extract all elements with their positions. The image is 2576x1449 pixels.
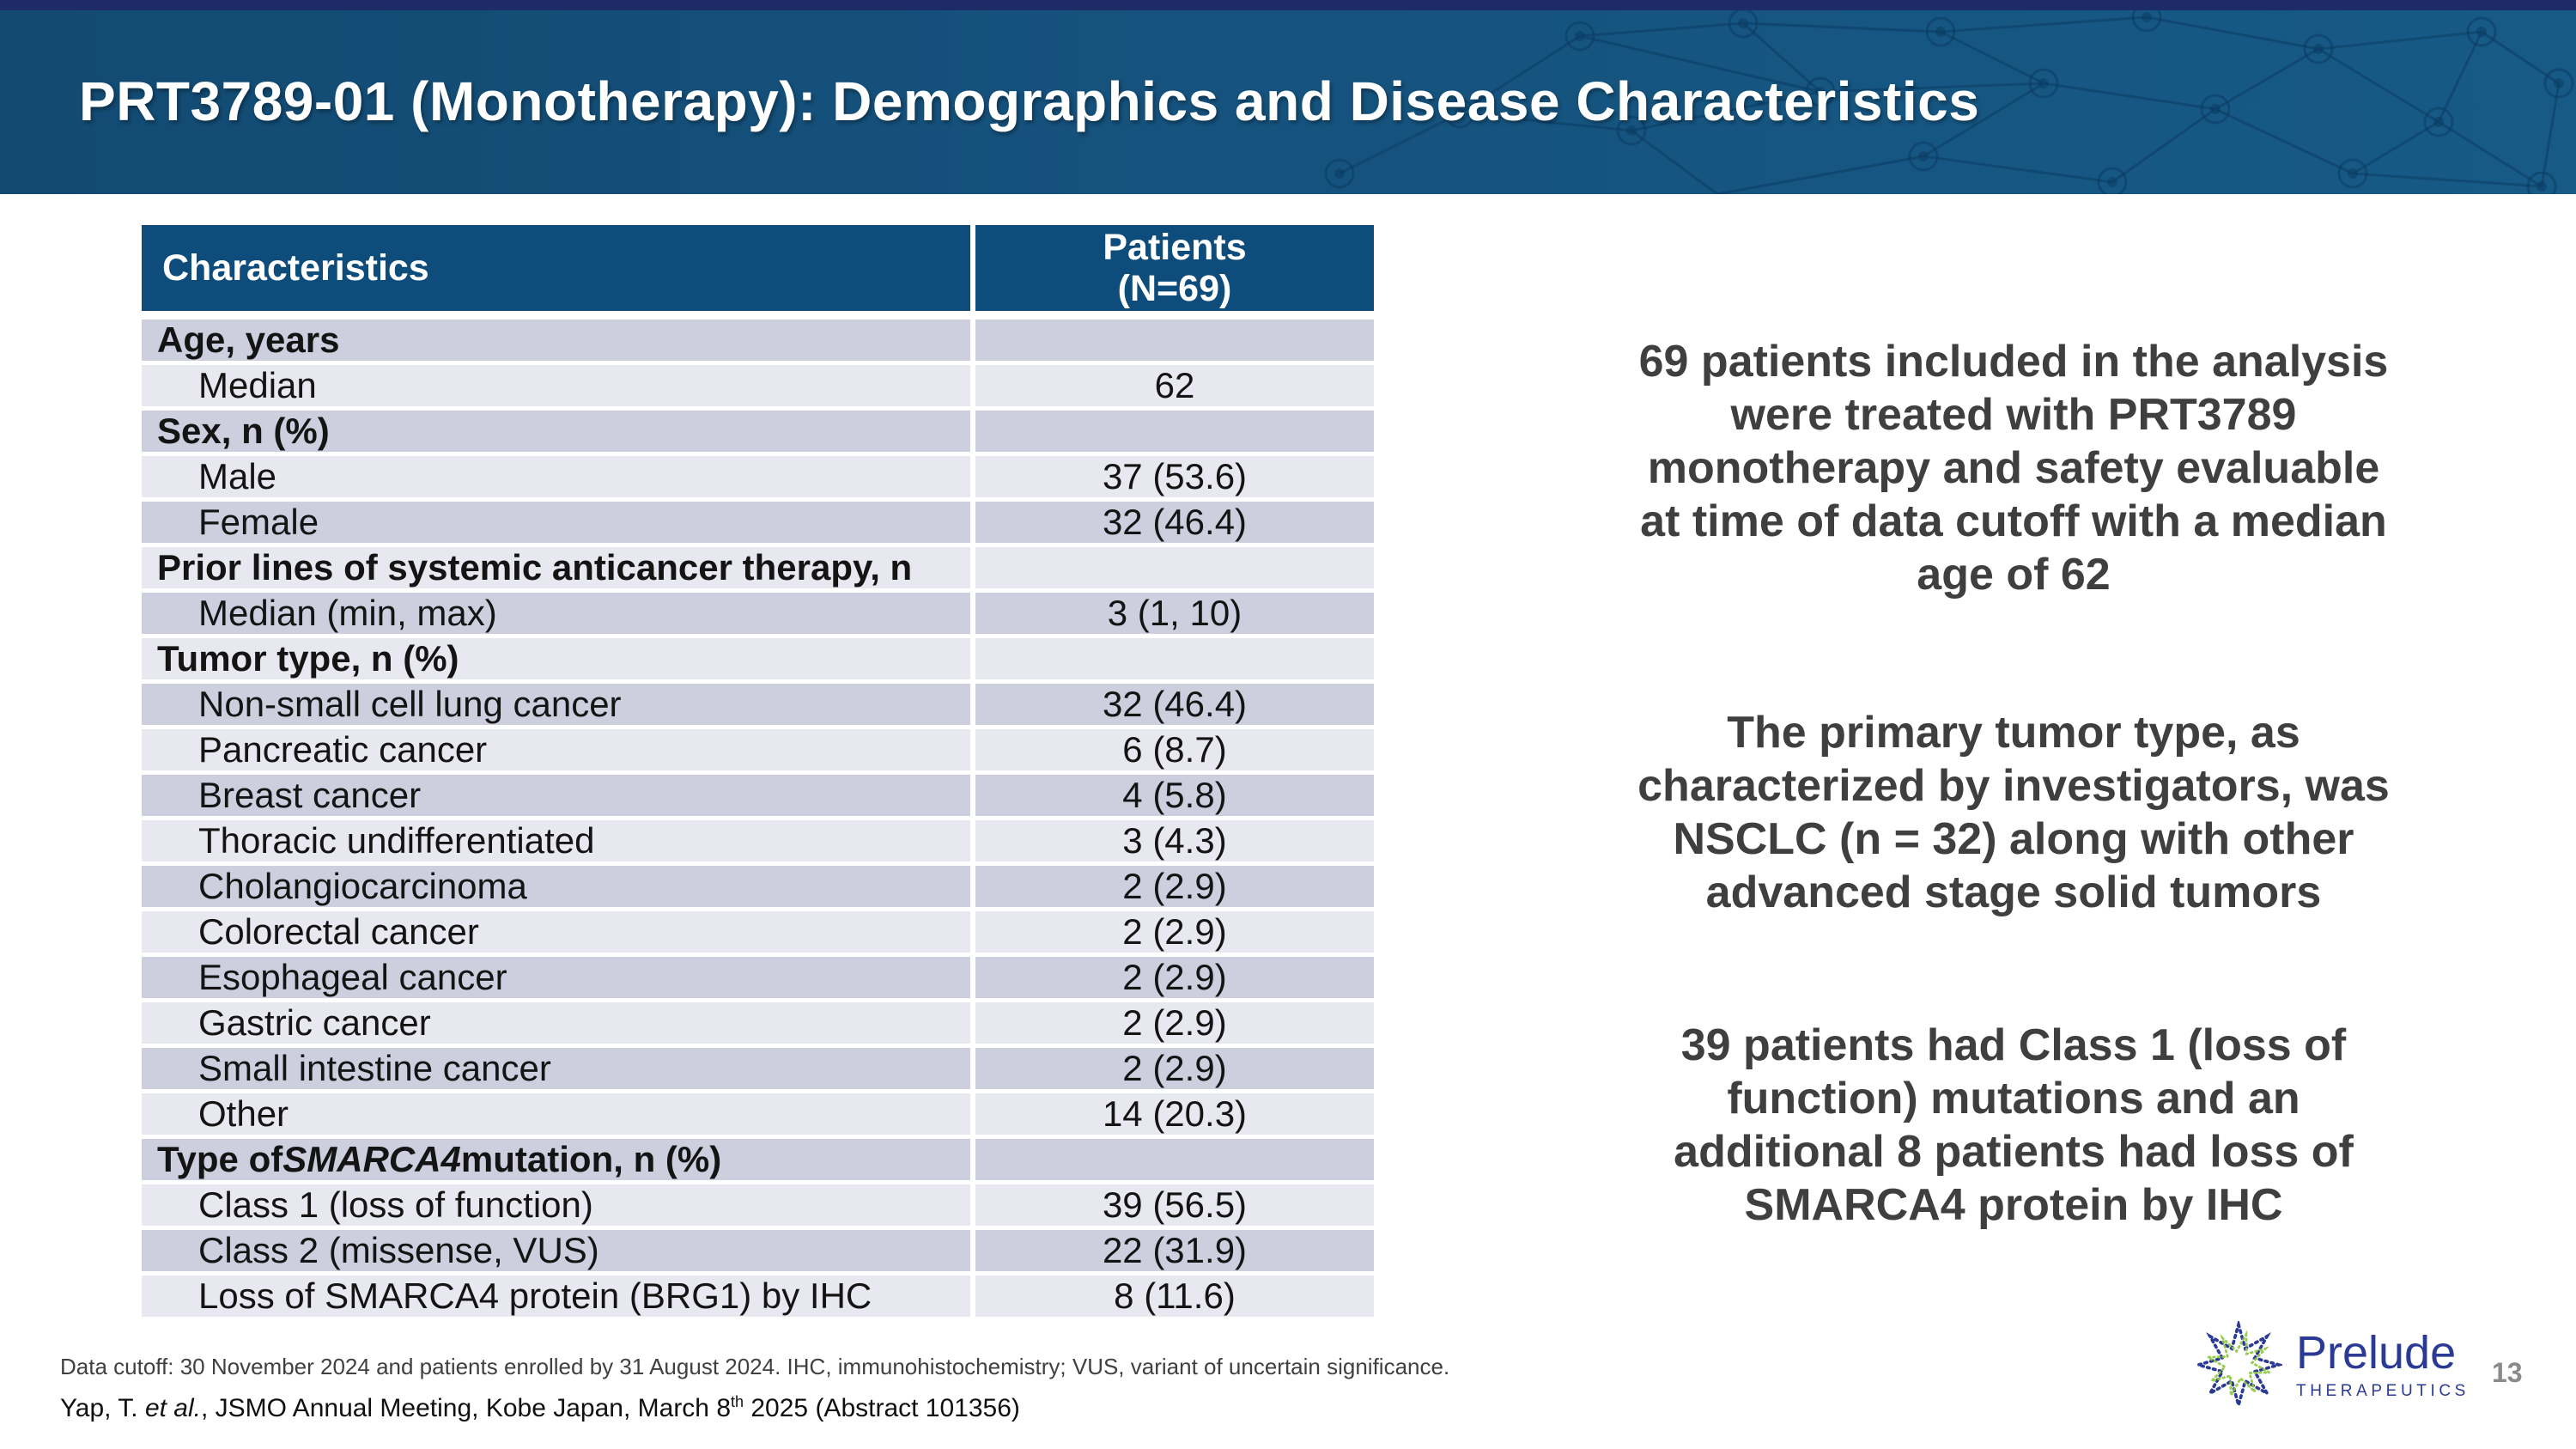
table-row: Median 62 xyxy=(142,365,1374,406)
row-label: Cholangiocarcinoma xyxy=(142,866,970,907)
row-value: 8 (11.6) xyxy=(975,1275,1374,1317)
citation-suffix: 2025 (Abstract 101356) xyxy=(744,1394,1020,1422)
row-value xyxy=(975,638,1374,679)
row-value: 2 (2.9) xyxy=(975,866,1374,907)
row-label: Breast cancer xyxy=(142,775,970,816)
row-label: Other xyxy=(142,1093,970,1135)
table-row: Tumor type, n (%) xyxy=(142,638,1374,679)
row-label: Type of SMARCA4 mutation, n (%) xyxy=(142,1139,970,1180)
citation-prefix: Yap, T. xyxy=(60,1394,145,1422)
row-label: Male xyxy=(142,456,970,497)
row-value: 22 (31.9) xyxy=(975,1230,1374,1271)
row-label: Esophageal cancer xyxy=(142,957,970,998)
row-value: 2 (2.9) xyxy=(975,1048,1374,1089)
table-row: Male 37 (53.6) xyxy=(142,456,1374,497)
prelude-logo: Prelude THERAPEUTICS xyxy=(2195,1321,2470,1409)
row-label: Pancreatic cancer xyxy=(142,729,970,770)
row-label: Small intestine cancer xyxy=(142,1048,970,1089)
row-label: Colorectal cancer xyxy=(142,911,970,953)
row-label: Class 2 (missense, VUS) xyxy=(142,1230,970,1271)
demographics-table: Characteristics Patients (N=69) Age, yea… xyxy=(142,225,1374,1317)
row-label: Thoracic undifferentiated xyxy=(142,820,970,861)
row-value: 2 (2.9) xyxy=(975,911,1374,953)
page-number: 13 xyxy=(2492,1357,2523,1388)
row-label: Median xyxy=(142,365,970,406)
patients-header-line2: (N=69) xyxy=(1117,268,1232,309)
title-banner: PRT3789-01 (Monotherapy): Demographics a… xyxy=(0,10,2576,194)
table-row: Cholangiocarcinoma 2 (2.9) xyxy=(142,866,1374,907)
table-row: Age, years xyxy=(142,320,1374,361)
table-row: Pancreatic cancer 6 (8.7) xyxy=(142,729,1374,770)
row-value: 37 (53.6) xyxy=(975,456,1374,497)
column-header-characteristics: Characteristics xyxy=(142,225,970,311)
row-value: 62 xyxy=(975,365,1374,406)
row-value: 2 (2.9) xyxy=(975,957,1374,998)
insight-paragraph-mutations: 39 patients had Class 1 (loss of functio… xyxy=(1674,1020,2354,1230)
starburst-dotted-icon xyxy=(2195,1321,2282,1409)
table-row: Colorectal cancer 2 (2.9) xyxy=(142,911,1374,953)
row-value: 32 (46.4) xyxy=(975,684,1374,725)
logo-brand-subtitle: THERAPEUTICS xyxy=(2296,1381,2470,1400)
row-value: 3 (4.3) xyxy=(975,820,1374,861)
table-row: Female 32 (46.4) xyxy=(142,502,1374,543)
insight-paragraph-enrollment: 69 patients included in the analysis wer… xyxy=(1638,337,2389,600)
slide-title: PRT3789-01 (Monotherapy): Demographics a… xyxy=(79,70,1980,132)
row-label: Age, years xyxy=(142,320,970,361)
row-value xyxy=(975,411,1374,452)
row-label: Tumor type, n (%) xyxy=(142,638,970,679)
patients-header-line1: Patients xyxy=(1103,227,1247,268)
citation-line: Yap, T. et al., JSMO Annual Meeting, Kob… xyxy=(60,1393,1020,1423)
row-value: 39 (56.5) xyxy=(975,1184,1374,1226)
row-label: Prior lines of systemic anticancer thera… xyxy=(142,547,970,588)
insight-paragraph-tumor-type: The primary tumor type, as characterized… xyxy=(1637,708,2390,917)
table-row: Class 2 (missense, VUS) 22 (31.9) xyxy=(142,1230,1374,1271)
table-row: Prior lines of systemic anticancer thera… xyxy=(142,547,1374,588)
row-value xyxy=(975,547,1374,588)
table-row: Gastric cancer 2 (2.9) xyxy=(142,1002,1374,1044)
table-row: Type of SMARCA4 mutation, n (%) xyxy=(142,1139,1374,1180)
row-value: 14 (20.3) xyxy=(975,1093,1374,1135)
row-value: 4 (5.8) xyxy=(975,775,1374,816)
row-label: Median (min, max) xyxy=(142,593,970,634)
row-label: Non-small cell lung cancer xyxy=(142,684,970,725)
table-row: Median (min, max) 3 (1, 10) xyxy=(142,593,1374,634)
row-label: Female xyxy=(142,502,970,543)
citation-et-al: et al. xyxy=(144,1394,201,1422)
row-label: Loss of SMARCA4 protein (BRG1) by IHC xyxy=(142,1275,970,1317)
row-label: Sex, n (%) xyxy=(142,411,970,452)
row-label: Gastric cancer xyxy=(142,1002,970,1044)
table-row: Class 1 (loss of function) 39 (56.5) xyxy=(142,1184,1374,1226)
row-value: 6 (8.7) xyxy=(975,729,1374,770)
top-stripe xyxy=(0,0,2576,10)
table-row: Other 14 (20.3) xyxy=(142,1093,1374,1135)
row-value xyxy=(975,320,1374,361)
logo-brand-name: Prelude xyxy=(2296,1326,2457,1379)
table-header-row: Characteristics Patients (N=69) xyxy=(142,225,1374,311)
column-header-patients: Patients (N=69) xyxy=(975,225,1374,311)
table-row: Breast cancer 4 (5.8) xyxy=(142,775,1374,816)
network-pattern-graphic xyxy=(1324,10,2574,194)
table-row: Thoracic undifferentiated 3 (4.3) xyxy=(142,820,1374,861)
table-row: Esophageal cancer 2 (2.9) xyxy=(142,957,1374,998)
table-row: Loss of SMARCA4 protein (BRG1) by IHC 8 (… xyxy=(142,1275,1374,1317)
row-value xyxy=(975,1139,1374,1180)
table-body: Age, years Median 62 Sex, n (%) Male 37 (53.6… xyxy=(142,320,1374,1317)
row-value: 32 (46.4) xyxy=(975,502,1374,543)
logo-wordmark: Prelude THERAPEUTICS xyxy=(2296,1330,2470,1401)
row-label: Class 1 (loss of function) xyxy=(142,1184,970,1226)
citation-mid: , JSMO Annual Meeting, Kobe Japan, March… xyxy=(201,1394,732,1422)
row-value: 3 (1, 10) xyxy=(975,593,1374,634)
row-value: 2 (2.9) xyxy=(975,1002,1374,1044)
citation-superscript: th xyxy=(731,1393,744,1410)
table-row: Small intestine cancer 2 (2.9) xyxy=(142,1048,1374,1089)
data-cutoff-footnote: Data cutoff: 30 November 2024 and patien… xyxy=(60,1354,1450,1379)
table-row: Non-small cell lung cancer 32 (46.4) xyxy=(142,684,1374,725)
table-row: Sex, n (%) xyxy=(142,411,1374,452)
